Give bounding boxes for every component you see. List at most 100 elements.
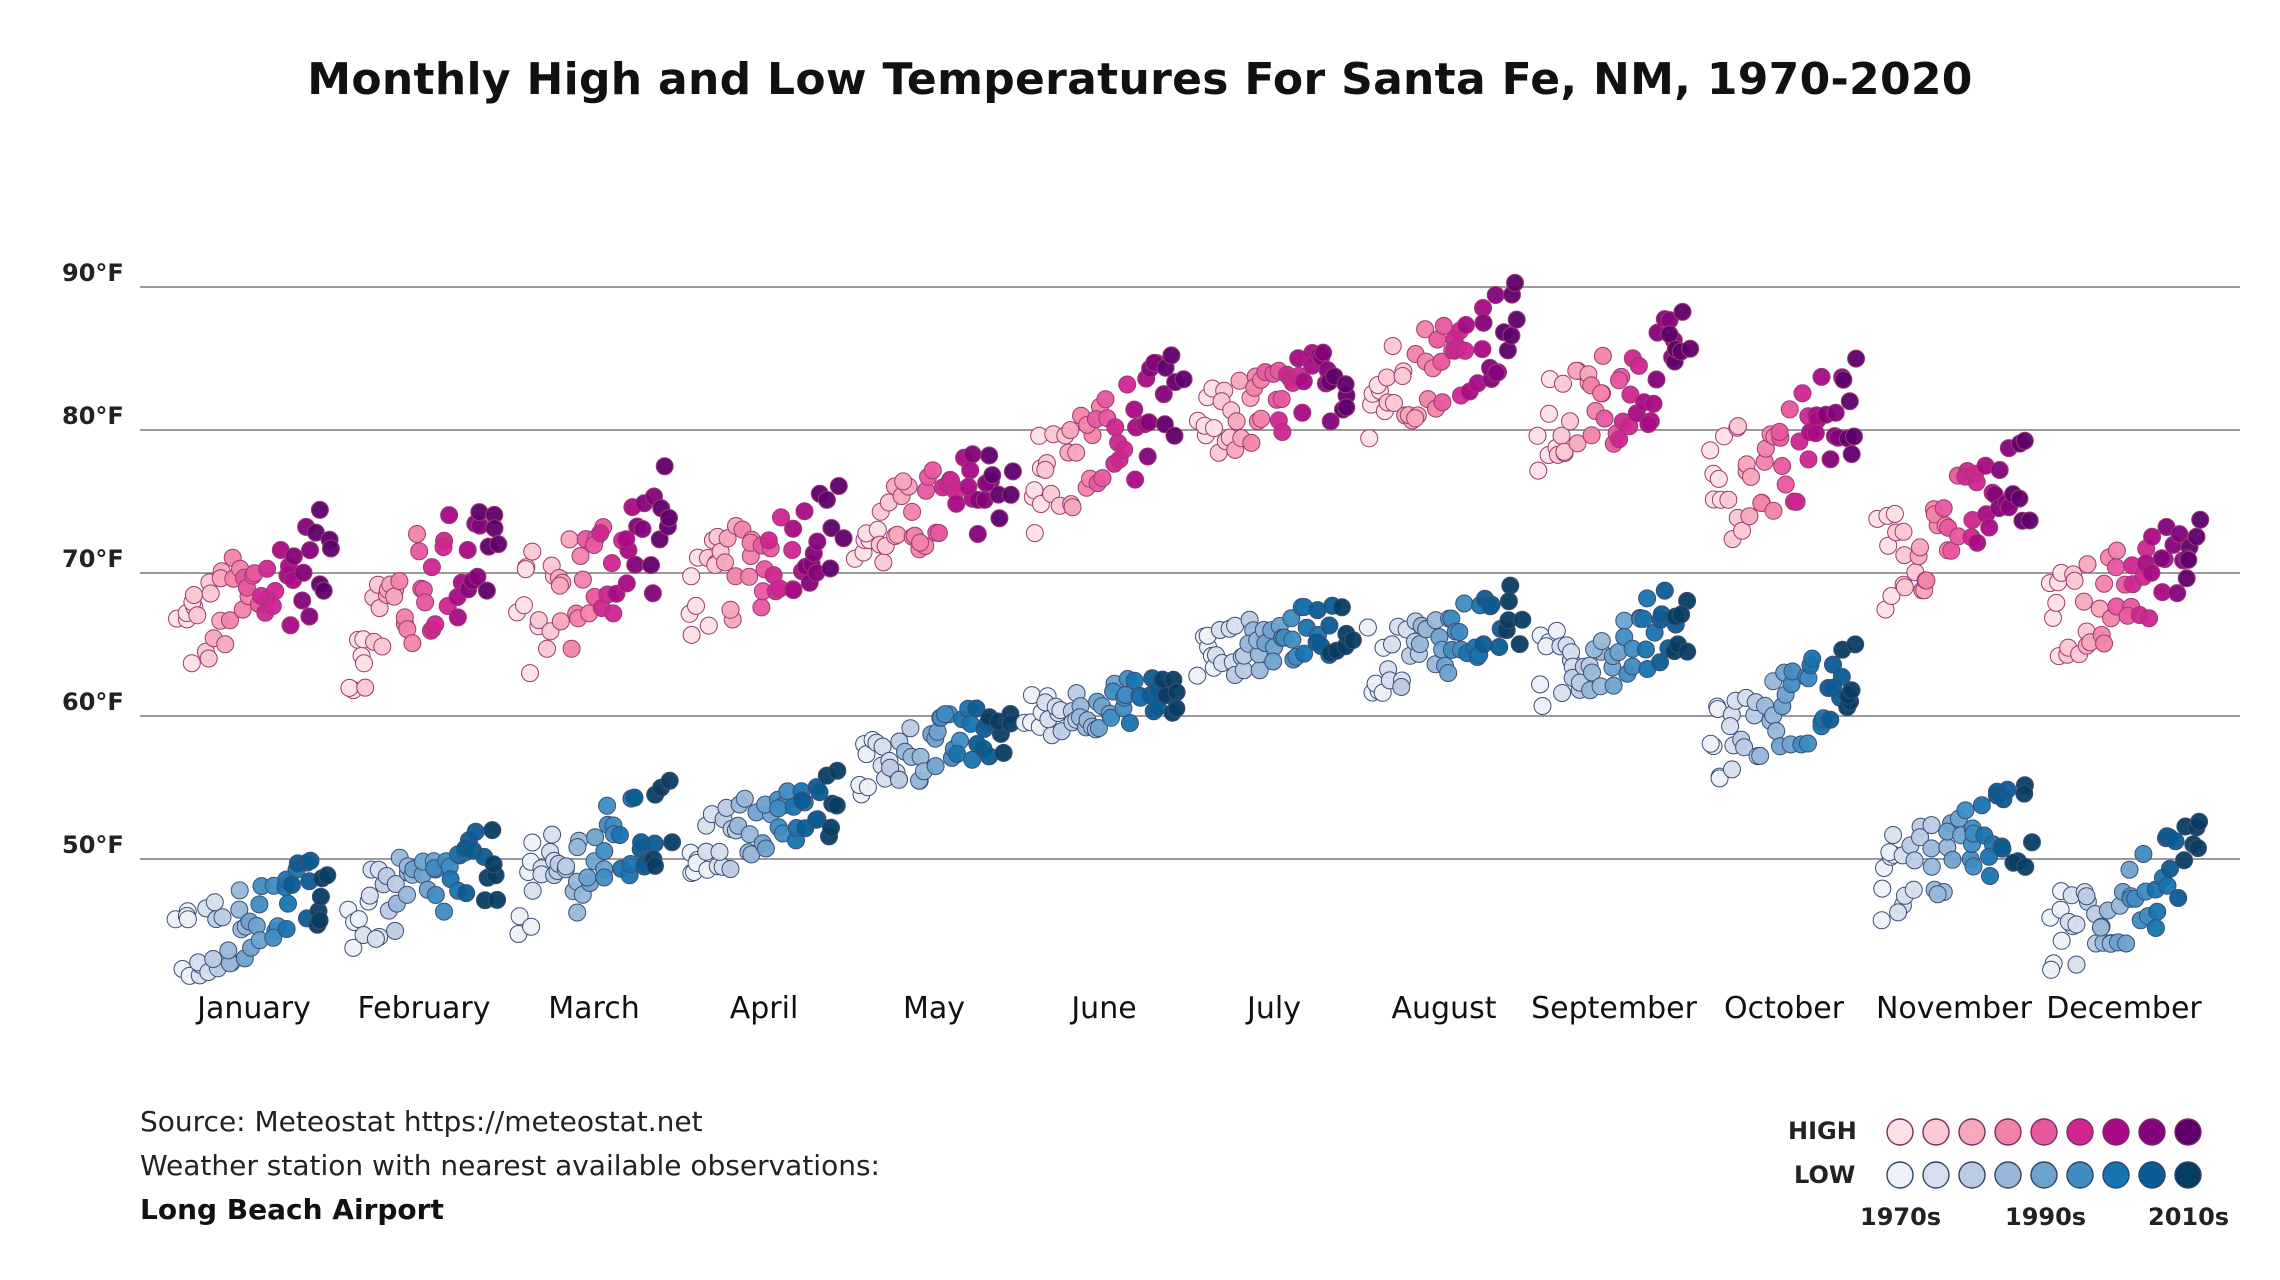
high-point bbox=[2047, 593, 2066, 612]
high-point bbox=[562, 639, 581, 658]
low-point bbox=[595, 842, 614, 861]
low-point bbox=[1735, 738, 1754, 757]
legend-low-swatch bbox=[2066, 1161, 2094, 1189]
low-point bbox=[1510, 635, 1529, 654]
legend-high-swatch bbox=[2174, 1118, 2202, 1146]
legend-low-swatch bbox=[2174, 1161, 2202, 1189]
low-point bbox=[2052, 931, 2071, 950]
high-point bbox=[1793, 384, 1812, 403]
low-point bbox=[1501, 576, 1520, 595]
low-point bbox=[1767, 722, 1786, 740]
legend-high-label: HIGH bbox=[1788, 1117, 1857, 1145]
high-point bbox=[655, 457, 674, 476]
low-point bbox=[568, 903, 587, 922]
high-point bbox=[604, 604, 623, 623]
high-point bbox=[894, 472, 913, 491]
low-point bbox=[366, 929, 385, 948]
high-point bbox=[968, 525, 987, 543]
high-point bbox=[1715, 427, 1733, 446]
high-point bbox=[650, 530, 669, 549]
legend-decade-label: 1970s bbox=[1860, 1203, 1942, 1231]
legend-low-swatch bbox=[2030, 1161, 2058, 1189]
high-point bbox=[1733, 521, 1752, 540]
low-point bbox=[1922, 857, 1941, 876]
low-point bbox=[2015, 784, 2034, 803]
high-point bbox=[458, 541, 477, 559]
station-note: Weather station with nearest available o… bbox=[140, 1149, 880, 1182]
low-point bbox=[1332, 598, 1351, 617]
high-point bbox=[1162, 346, 1181, 365]
high-point bbox=[1773, 457, 1792, 475]
x-tick-label: June bbox=[1069, 991, 1136, 1026]
high-point bbox=[529, 611, 548, 630]
x-tick-label: April bbox=[730, 991, 799, 1026]
low-point bbox=[1803, 649, 1822, 668]
legend-low-swatch bbox=[2138, 1161, 2166, 1189]
low-point bbox=[2091, 918, 2110, 937]
high-point bbox=[266, 582, 285, 600]
high-point bbox=[642, 556, 660, 575]
low-point bbox=[1993, 839, 2012, 858]
high-point bbox=[1582, 426, 1601, 445]
low-point bbox=[1102, 708, 1120, 727]
x-tick-label: November bbox=[1876, 991, 2033, 1026]
data-points bbox=[166, 273, 2210, 985]
low-point bbox=[435, 902, 453, 921]
high-point bbox=[426, 615, 445, 634]
low-point bbox=[1264, 652, 1283, 671]
high-point bbox=[301, 541, 319, 560]
high-point bbox=[2015, 431, 2034, 450]
low-point bbox=[1392, 678, 1411, 696]
high-point bbox=[1764, 501, 1783, 520]
high-point bbox=[682, 625, 701, 644]
high-point bbox=[1840, 392, 1859, 411]
source-text: Source: Meteostat https://meteostat.net bbox=[140, 1105, 703, 1138]
legend-low-swatch bbox=[1886, 1161, 1914, 1189]
low-point bbox=[646, 856, 664, 875]
high-point bbox=[2074, 592, 2093, 611]
low-point bbox=[994, 743, 1013, 762]
high-point bbox=[258, 559, 277, 578]
legend-low-swatch bbox=[1922, 1161, 1950, 1189]
high-point bbox=[2177, 569, 2196, 588]
high-point bbox=[1592, 384, 1611, 403]
high-point bbox=[1812, 367, 1831, 386]
x-tick-label: August bbox=[1392, 991, 1497, 1026]
high-point bbox=[516, 560, 535, 579]
low-point bbox=[890, 770, 908, 789]
y-tick-label: 70°F bbox=[62, 545, 124, 573]
low-point bbox=[936, 705, 954, 724]
low-point bbox=[510, 907, 529, 926]
high-point bbox=[1834, 370, 1853, 389]
high-point bbox=[1293, 403, 1312, 422]
low-point bbox=[279, 894, 297, 913]
legend-high-swatch bbox=[1958, 1118, 1986, 1146]
high-point bbox=[983, 466, 1002, 485]
low-point bbox=[219, 941, 238, 960]
high-point bbox=[201, 584, 220, 603]
high-point bbox=[1610, 430, 1629, 449]
high-point bbox=[2020, 511, 2039, 530]
high-point bbox=[434, 538, 453, 557]
low-point bbox=[1964, 857, 1983, 876]
low-point bbox=[1846, 635, 1865, 654]
high-point bbox=[1729, 417, 1747, 436]
low-point bbox=[1490, 638, 1509, 656]
high-point bbox=[1845, 427, 1863, 446]
high-point bbox=[2095, 574, 2114, 593]
legend-decade-label: 1990s bbox=[2005, 1203, 2087, 1231]
high-point bbox=[1314, 343, 1333, 362]
high-point bbox=[911, 533, 930, 552]
high-point bbox=[1776, 475, 1795, 494]
high-point bbox=[410, 542, 429, 561]
low-point bbox=[1167, 683, 1186, 702]
low-point bbox=[457, 884, 476, 903]
high-point bbox=[1568, 434, 1587, 453]
high-point bbox=[314, 581, 333, 600]
legend-high-swatch bbox=[1922, 1118, 1950, 1146]
low-point bbox=[1911, 828, 1929, 847]
high-point bbox=[687, 596, 705, 615]
low-point bbox=[523, 881, 542, 900]
high-point bbox=[784, 519, 803, 538]
